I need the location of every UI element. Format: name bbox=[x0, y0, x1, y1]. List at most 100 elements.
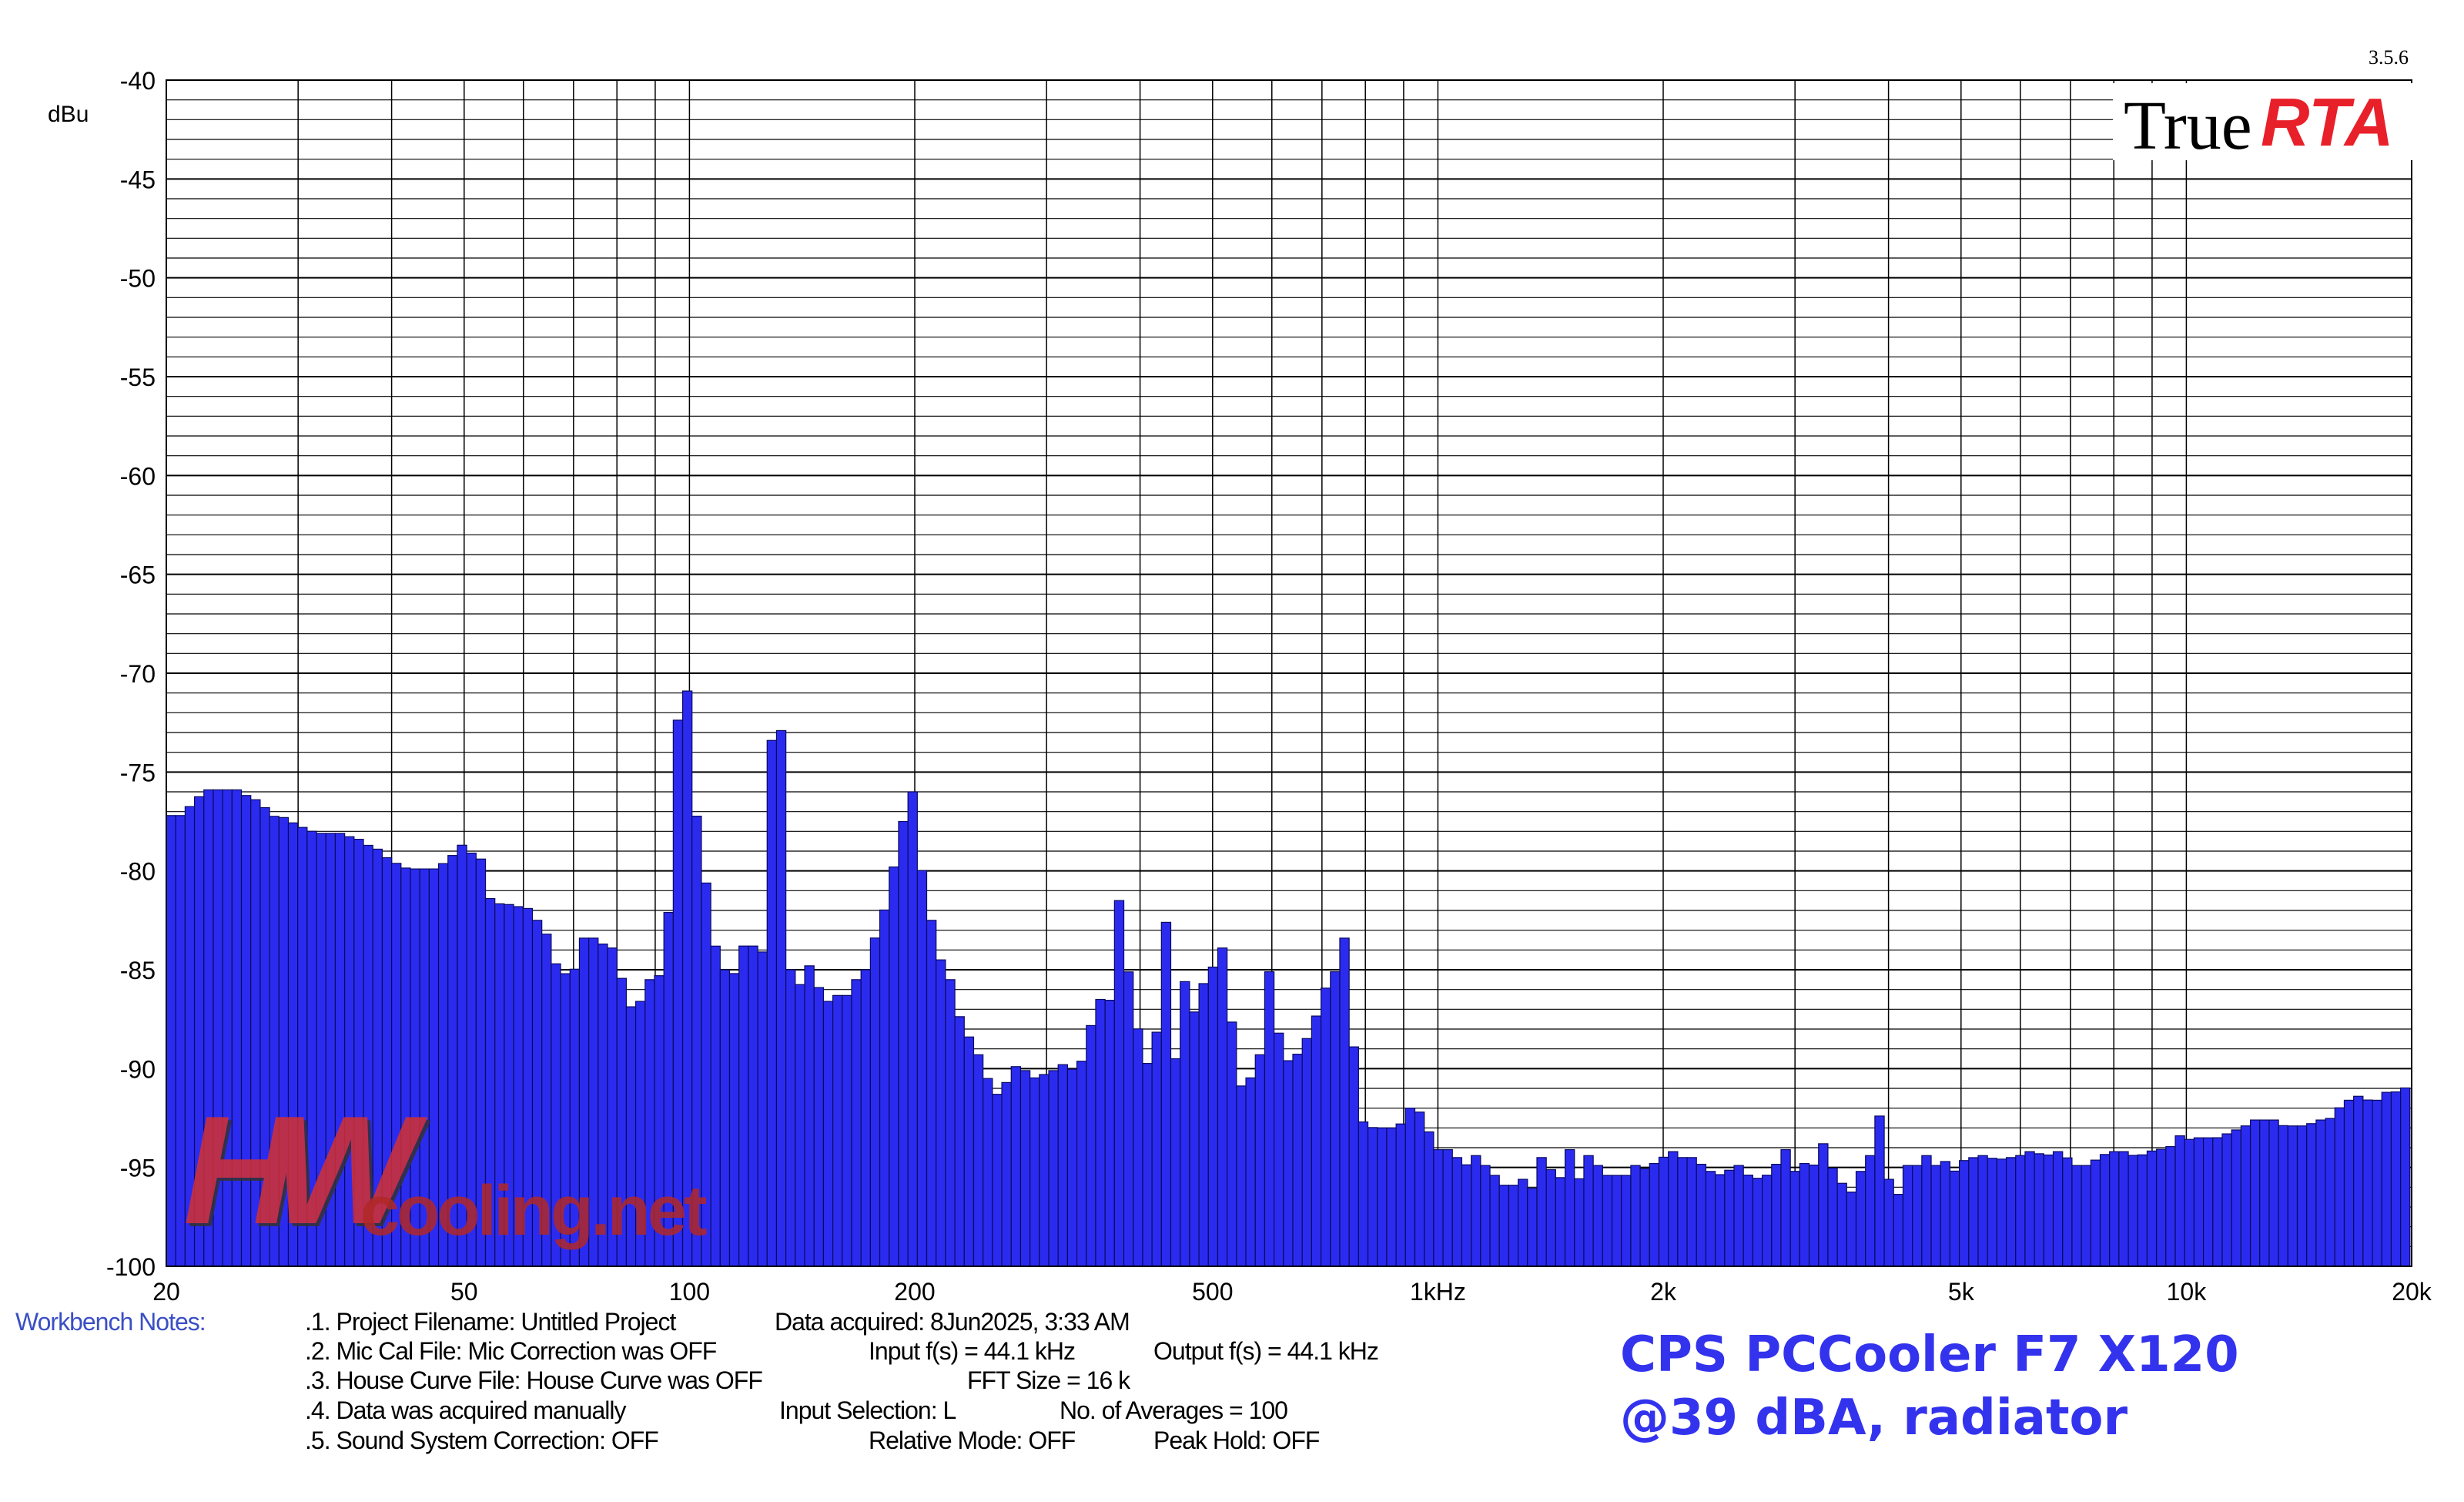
spectrum-bar bbox=[2081, 1165, 2091, 1267]
spectrum-bar bbox=[2278, 1125, 2288, 1267]
spectrum-bar bbox=[2062, 1157, 2073, 1267]
spectrum-bar bbox=[1574, 1178, 1585, 1267]
spectrum-bar bbox=[1518, 1178, 1528, 1267]
x-tick-label: 5k bbox=[1948, 1278, 1975, 1306]
spectrum-bar bbox=[1611, 1175, 1622, 1267]
spectrum-bar bbox=[1752, 1178, 1763, 1267]
spectrum-bar bbox=[1039, 1074, 1050, 1267]
spectrum-bar bbox=[1639, 1168, 1650, 1267]
spectrum-bar bbox=[963, 1036, 975, 1267]
spectrum-bar bbox=[1330, 971, 1341, 1267]
spectrum-bar bbox=[1940, 1161, 1951, 1267]
y-tick-label: -60 bbox=[120, 462, 156, 490]
spectrum-bar bbox=[1733, 1165, 1744, 1267]
input-fs: Input f(s) = 44.1 kHz bbox=[869, 1337, 1076, 1365]
spectrum-bar bbox=[1358, 1121, 1369, 1267]
spectrum-bar bbox=[1968, 1157, 1979, 1267]
spectrum-bar bbox=[1977, 1155, 1988, 1267]
spectrum-bar bbox=[1959, 1160, 1970, 1267]
y-tick-label: -70 bbox=[120, 660, 156, 688]
version-label: 3.5.6 bbox=[2369, 46, 2409, 69]
spectrum-bar bbox=[2090, 1159, 2101, 1267]
spectrum-bar bbox=[1170, 1058, 1181, 1267]
spectrum-bar bbox=[2156, 1148, 2167, 1267]
spectrum-bar bbox=[166, 815, 176, 1267]
spectrum-bar bbox=[2015, 1155, 2026, 1267]
spectrum-bar bbox=[1133, 1028, 1143, 1267]
spectrum-bar bbox=[1921, 1155, 1932, 1267]
spectrum-bar bbox=[1019, 1070, 1031, 1267]
spectrum-bar bbox=[738, 945, 749, 1267]
spectrum-bar bbox=[1283, 1060, 1294, 1267]
spectrum-bar bbox=[1846, 1191, 1857, 1267]
spectrum-bar bbox=[1996, 1158, 2007, 1267]
spectrum-bar bbox=[1592, 1165, 1603, 1267]
input-selection: Input Selection: L bbox=[779, 1396, 956, 1424]
spectrum-bar bbox=[1377, 1127, 1388, 1267]
spectrum-bar bbox=[2146, 1150, 2158, 1267]
spectrum-bar bbox=[1066, 1068, 1078, 1267]
spectrum-bar bbox=[879, 909, 890, 1267]
spectrum-bar bbox=[1001, 1081, 1012, 1267]
spectrum-bar bbox=[1545, 1168, 1556, 1267]
watermark-hw: HW bbox=[183, 1085, 417, 1256]
spectrum-bar bbox=[1893, 1194, 1904, 1267]
spectrum-bar bbox=[2268, 1119, 2279, 1267]
spectrum-bar bbox=[2334, 1107, 2345, 1267]
logo-true: True bbox=[2124, 88, 2252, 164]
spectrum-bar bbox=[1883, 1178, 1894, 1267]
y-tick-label: -90 bbox=[120, 1055, 156, 1083]
spectrum-bar bbox=[1264, 971, 1275, 1267]
spectrum-bar bbox=[795, 984, 805, 1267]
spectrum-bar bbox=[1254, 1054, 1266, 1267]
spectrum-bar bbox=[2099, 1154, 2111, 1267]
fft-size: FFT Size = 16 k bbox=[967, 1366, 1130, 1394]
spectrum-bar bbox=[1799, 1162, 1810, 1267]
spectrum-bar bbox=[1855, 1171, 1866, 1267]
spectrum-bar bbox=[1827, 1167, 1838, 1267]
y-tick-label: -75 bbox=[120, 759, 156, 786]
spectrum-bar bbox=[2259, 1119, 2270, 1267]
spectrum-bar bbox=[842, 994, 852, 1267]
spectrum-bar bbox=[1386, 1127, 1397, 1267]
spectrum-bar bbox=[719, 969, 731, 1267]
spectrum-bar bbox=[992, 1094, 1003, 1267]
spectrum-bar bbox=[1086, 1024, 1096, 1267]
spectrum-bar bbox=[1602, 1175, 1613, 1267]
spectrum-bar bbox=[1743, 1174, 1753, 1267]
spectrum-bar bbox=[1424, 1131, 1435, 1267]
spectrum-bar bbox=[1404, 1108, 1416, 1267]
spectrum-bar bbox=[1818, 1143, 1829, 1267]
spectrum-bar bbox=[1658, 1156, 1669, 1267]
spectrum-bar bbox=[1621, 1175, 1632, 1267]
peak-hold: Peak Hold: OFF bbox=[1153, 1427, 1320, 1454]
spectrum-bar bbox=[1311, 1015, 1322, 1267]
spectrum-bar bbox=[710, 945, 721, 1267]
spectrum-bar bbox=[936, 959, 946, 1267]
note-line-1: .1. Project Filename: Untitled Project bbox=[305, 1308, 676, 1336]
spectrum-bar bbox=[1348, 1046, 1359, 1267]
spectrum-bar bbox=[1696, 1163, 1707, 1267]
spectrum-bar bbox=[2128, 1155, 2138, 1267]
spectrum-bar bbox=[851, 979, 862, 1267]
spectrum-bar bbox=[1536, 1157, 1547, 1267]
spectrum-bar bbox=[2249, 1119, 2261, 1267]
spectrum-bar bbox=[2390, 1091, 2402, 1267]
spectrum-bar bbox=[1048, 1070, 1059, 1267]
spectrum-bar bbox=[1686, 1157, 1697, 1267]
spectrum-bar bbox=[1705, 1171, 1716, 1267]
note-line-5: .5. Sound System Correction: OFF bbox=[305, 1427, 659, 1454]
spectrum-bar bbox=[2203, 1137, 2214, 1267]
spectrum-bar bbox=[1339, 937, 1350, 1267]
spectrum-bar bbox=[1104, 1000, 1115, 1267]
y-unit-label: dBu bbox=[48, 102, 89, 127]
truerta-logo: True RTA bbox=[2113, 83, 2421, 164]
spectrum-bar bbox=[2325, 1118, 2335, 1267]
spectrum-bar bbox=[1010, 1066, 1022, 1267]
spectrum-bar bbox=[907, 791, 918, 1267]
spectrum-bar bbox=[1874, 1115, 1885, 1267]
spectrum-bar bbox=[973, 1054, 984, 1267]
y-tick-label: -40 bbox=[120, 67, 156, 95]
spectrum-bar bbox=[2165, 1146, 2176, 1267]
spectrum-bar bbox=[2193, 1137, 2205, 1267]
